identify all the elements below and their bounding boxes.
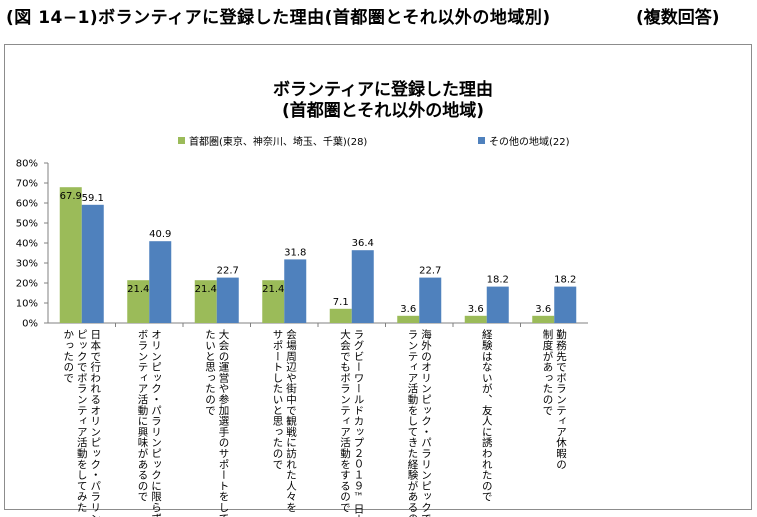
data-label-series1: 21.4 (262, 284, 284, 295)
category-labels: 日本で行われるオリンピック・パラリンピックでボランティア活動をしてみたかったので… (62, 328, 567, 517)
bar-series2 (486, 286, 509, 323)
multiple-answer-note: (複数回答) (636, 8, 720, 28)
category-label: サポートしたいと思ったので (272, 329, 284, 469)
data-label-series1: 3.6 (468, 304, 484, 315)
data-label-series2: 18.2 (487, 275, 509, 286)
category-label: オリンピック・パラリンピックに限らず、 (150, 329, 162, 517)
y-axis-ticks: 0% 10% 20% 30% 40% 50% 60% 70% 80% (16, 159, 38, 330)
chart-title-line-1: ボランティアに登録した理由 (273, 79, 493, 100)
category-label: かったので (62, 329, 74, 383)
category-label: ボランティア活動に興味があるので (137, 329, 149, 502)
legend-swatch-series1 (178, 137, 185, 144)
y-tick-label: 10% (16, 299, 38, 310)
legend-label-series2: その他の地域(22) (489, 135, 570, 148)
category-label: ラグビーワールドカップ２０１９™日本 (353, 329, 365, 517)
chart-frame (4, 44, 752, 510)
data-label-series1: 3.6 (400, 304, 416, 315)
bar-series1 (194, 280, 217, 323)
bar-series2 (284, 259, 307, 323)
data-labels: 67.9 59.121.440.921.422.721.431.87.136.43… (60, 191, 577, 315)
data-label-series2: 36.4 (352, 238, 374, 249)
bar-series1 (532, 315, 555, 323)
bar-series2 (81, 204, 104, 323)
bar-series2 (419, 277, 442, 323)
legend: 首都圏(東京、神奈川、埼玉、千葉)(28) その他の地域(22) (178, 135, 570, 148)
bar-series1 (329, 308, 352, 323)
data-label-series1: 3.6 (535, 304, 551, 315)
y-tick-label: 50% (16, 219, 38, 230)
y-tick-label: 0% (22, 319, 38, 330)
y-tick-label: 80% (16, 159, 38, 170)
bars (59, 187, 577, 323)
y-tick-label: 30% (16, 259, 38, 270)
data-label-series1: 21.4 (127, 284, 149, 295)
data-label-series1: 21.4 (195, 284, 217, 295)
category-label: 経験はないが、友人に誘われたので (481, 328, 493, 502)
category-label: 海外のオリンピック・パラリンピックでボ (420, 328, 432, 517)
data-label-series1: 67.9 (60, 191, 82, 202)
category-label: 大会の運営や参加選手のサポートをしてみ (218, 328, 230, 517)
category-label: 勤務先でボランティア休暇の (555, 328, 567, 469)
category-label: ピックでボランティア活動をしてみた (76, 329, 88, 513)
data-label-series2: 22.7 (217, 266, 239, 277)
category-label: 会場周辺や街中で観戦に訪れた人々を (285, 328, 297, 512)
bar-series1 (59, 187, 82, 323)
y-tick-label: 40% (16, 239, 38, 250)
category-label: 日本で行われるオリンピック・パラリン (89, 329, 101, 517)
y-tick-label: 70% (16, 179, 38, 190)
data-label-series2: 18.2 (554, 275, 576, 286)
data-label-series2: 40.9 (149, 229, 171, 240)
data-label-series2: 22.7 (419, 266, 441, 277)
bar-series1 (262, 280, 285, 323)
category-label: ランティア活動をしてきた経験があるので (407, 329, 419, 517)
bar-series2 (149, 241, 172, 323)
figure-heading: (図 14−1)ボランティアに登録した理由(首都圏とそれ以外の地域別) (6, 8, 551, 28)
bar-series2 (554, 286, 577, 323)
category-label: たいと思ったので (204, 329, 216, 415)
y-tick-label: 20% (16, 279, 38, 290)
legend-label-series1: 首都圏(東京、神奈川、埼玉、千葉)(28) (189, 135, 367, 148)
data-label-series2: 59.1 (82, 193, 104, 204)
y-tick-label: 60% (16, 199, 38, 210)
bar-series2 (351, 250, 374, 323)
legend-swatch-series2 (478, 137, 485, 144)
bar-series1 (127, 280, 150, 323)
data-label-series2: 31.8 (284, 247, 306, 258)
bar-series1 (397, 315, 420, 323)
category-label: 制度があったので (542, 328, 554, 415)
bar-series2 (216, 277, 239, 323)
category-label: 大会でもボランティア活動をするので (339, 328, 351, 512)
chart-title-line-2: (首都圏とそれ以外の地域) (282, 100, 484, 121)
bar-series1 (464, 315, 487, 323)
data-label-series1: 7.1 (333, 297, 349, 308)
